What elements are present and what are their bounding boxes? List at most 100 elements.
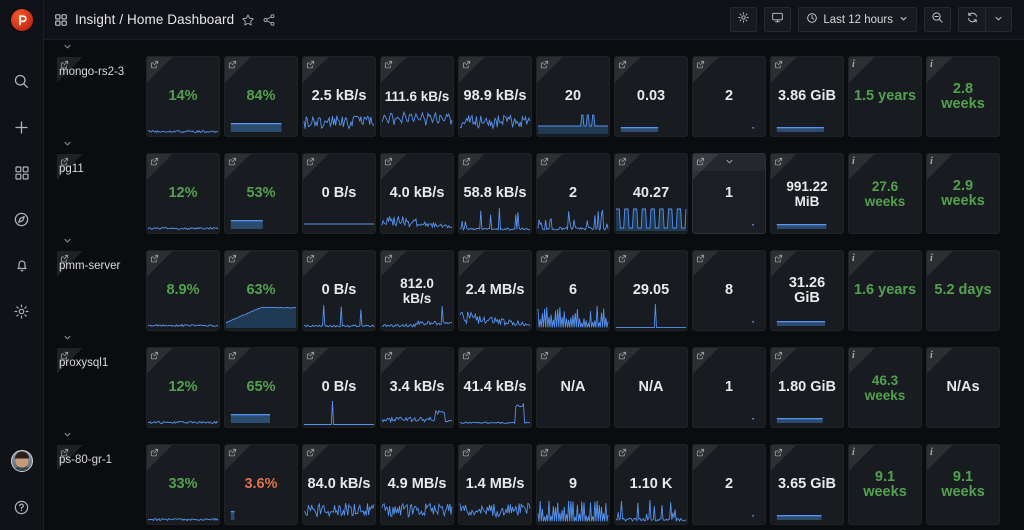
- stat-panel[interactable]: 65%: [224, 347, 298, 428]
- external-link-icon[interactable]: [306, 60, 315, 69]
- stat-panel[interactable]: 8: [692, 250, 766, 331]
- external-link-icon[interactable]: [618, 157, 627, 166]
- external-link-icon[interactable]: [540, 254, 549, 263]
- external-link-icon[interactable]: [384, 254, 393, 263]
- panel-menu-button[interactable]: [693, 154, 765, 171]
- external-link-icon[interactable]: [618, 254, 627, 263]
- sidebar-item-alerting[interactable]: [9, 252, 35, 278]
- sidebar-item-user-profile[interactable]: [9, 448, 35, 474]
- info-icon[interactable]: i: [930, 156, 933, 167]
- external-link-icon[interactable]: [384, 351, 393, 360]
- external-link-icon[interactable]: [384, 60, 393, 69]
- refresh-interval-dropdown[interactable]: [985, 7, 1012, 32]
- stat-panel[interactable]: 58.8 kB/s: [458, 153, 532, 234]
- stat-panel[interactable]: 84%: [224, 56, 298, 137]
- stat-panel[interactable]: 12%: [146, 153, 220, 234]
- stat-panel[interactable]: i 5.2 days: [926, 250, 1000, 331]
- stat-panel[interactable]: 3.4 kB/s: [380, 347, 454, 428]
- stat-panel[interactable]: 4.9 MB/s: [380, 444, 454, 525]
- stat-panel[interactable]: 84.0 kB/s: [302, 444, 376, 525]
- stat-panel[interactable]: 1: [692, 347, 766, 428]
- stat-panel[interactable]: 991.22 MiB: [770, 153, 844, 234]
- external-link-icon[interactable]: [306, 448, 315, 457]
- external-link-icon[interactable]: [774, 254, 783, 263]
- external-link-icon[interactable]: [228, 60, 237, 69]
- stat-panel[interactable]: 41.4 kB/s: [458, 347, 532, 428]
- stat-panel[interactable]: 29.05: [614, 250, 688, 331]
- external-link-icon[interactable]: [696, 351, 705, 360]
- external-link-icon[interactable]: [696, 60, 705, 69]
- stat-panel[interactable]: N/A: [614, 347, 688, 428]
- stat-panel[interactable]: 0 B/s: [302, 347, 376, 428]
- external-link-icon[interactable]: [618, 448, 627, 457]
- external-link-icon[interactable]: [150, 254, 159, 263]
- external-link-icon[interactable]: [228, 157, 237, 166]
- stat-panel[interactable]: 3.65 GiB: [770, 444, 844, 525]
- sidebar-item-search[interactable]: [9, 68, 35, 94]
- stat-panel[interactable]: i 9.1 weeks: [926, 444, 1000, 525]
- external-link-icon[interactable]: [618, 60, 627, 69]
- stat-panel[interactable]: 2: [536, 153, 610, 234]
- stat-panel[interactable]: 33%: [146, 444, 220, 525]
- external-link-icon[interactable]: [540, 351, 549, 360]
- stat-panel[interactable]: 2.5 kB/s: [302, 56, 376, 137]
- stat-panel[interactable]: i 27.6 weeks: [848, 153, 922, 234]
- external-link-icon[interactable]: [540, 60, 549, 69]
- stat-panel[interactable]: 63%: [224, 250, 298, 331]
- stat-panel[interactable]: i 46.3 weeks: [848, 347, 922, 428]
- stat-panel[interactable]: i 9.1 weeks: [848, 444, 922, 525]
- external-link-icon[interactable]: [150, 351, 159, 360]
- stat-panel[interactable]: 4.0 kB/s: [380, 153, 454, 234]
- external-link-icon[interactable]: [306, 157, 315, 166]
- time-range-picker[interactable]: Last 12 hours: [798, 7, 917, 32]
- share-icon[interactable]: [262, 13, 276, 27]
- zoom-out-time-button[interactable]: [924, 7, 951, 32]
- external-link-icon[interactable]: [60, 351, 69, 360]
- stat-panel[interactable]: 9: [536, 444, 610, 525]
- external-link-icon[interactable]: [150, 157, 159, 166]
- sidebar-item-dashboards[interactable]: [9, 160, 35, 186]
- info-icon[interactable]: i: [852, 350, 855, 361]
- info-icon[interactable]: i: [930, 59, 933, 70]
- external-link-icon[interactable]: [384, 448, 393, 457]
- stat-panel[interactable]: i 1.6 years: [848, 250, 922, 331]
- stat-panel[interactable]: 1.10 K: [614, 444, 688, 525]
- external-link-icon[interactable]: [60, 157, 69, 166]
- stat-panel[interactable]: N/A: [536, 347, 610, 428]
- brand-logo[interactable]: [0, 0, 44, 40]
- external-link-icon[interactable]: [774, 448, 783, 457]
- external-link-icon[interactable]: [540, 157, 549, 166]
- external-link-icon[interactable]: [774, 157, 783, 166]
- stat-panel[interactable]: i 2.9 weeks: [926, 153, 1000, 234]
- stat-panel[interactable]: 3.6%: [224, 444, 298, 525]
- external-link-icon[interactable]: [228, 351, 237, 360]
- stat-panel[interactable]: 40.27: [614, 153, 688, 234]
- stat-panel[interactable]: 53%: [224, 153, 298, 234]
- row-collapse-toggle[interactable]: [52, 428, 1018, 444]
- service-name-panel[interactable]: mongo-rs2-3: [56, 56, 134, 137]
- external-link-icon[interactable]: [696, 254, 705, 263]
- info-icon[interactable]: i: [852, 447, 855, 458]
- stat-panel[interactable]: i N/As: [926, 347, 1000, 428]
- service-name-panel[interactable]: pmm-server: [56, 250, 134, 331]
- service-name-panel[interactable]: ps-80-gr-1: [56, 444, 134, 525]
- star-icon[interactable]: [241, 13, 255, 27]
- external-link-icon[interactable]: [150, 448, 159, 457]
- stat-panel[interactable]: 2: [692, 444, 766, 525]
- info-icon[interactable]: i: [852, 156, 855, 167]
- stat-panel[interactable]: 6: [536, 250, 610, 331]
- row-collapse-toggle[interactable]: [52, 40, 1018, 56]
- external-link-icon[interactable]: [60, 448, 69, 457]
- external-link-icon[interactable]: [150, 60, 159, 69]
- stat-panel[interactable]: 0.03: [614, 56, 688, 137]
- external-link-icon[interactable]: [618, 351, 627, 360]
- stat-panel[interactable]: 12%: [146, 347, 220, 428]
- row-collapse-toggle[interactable]: [52, 137, 1018, 153]
- info-icon[interactable]: i: [852, 253, 855, 264]
- refresh-button[interactable]: [958, 7, 985, 32]
- info-icon[interactable]: i: [930, 253, 933, 264]
- external-link-icon[interactable]: [774, 351, 783, 360]
- external-link-icon[interactable]: [462, 60, 471, 69]
- tv-mode-button[interactable]: [764, 7, 792, 32]
- stat-panel[interactable]: 31.26 GiB: [770, 250, 844, 331]
